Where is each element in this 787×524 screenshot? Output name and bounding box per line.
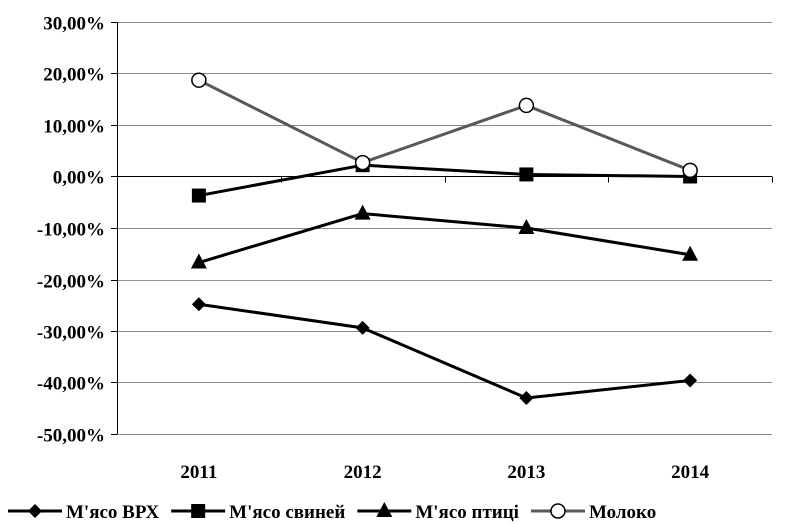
series-line [198, 78, 691, 172]
legend-marker [191, 504, 206, 518]
legend-label: М'ясо птиці [415, 502, 519, 523]
y-tick-label: -30,00% [37, 323, 105, 344]
x-tick-label: 2014 [671, 462, 710, 483]
y-tick-label: 20,00% [43, 65, 105, 86]
series-line [198, 163, 691, 198]
x-axis-tick-labels: 2011 2012 2013 2014 [180, 462, 709, 483]
series-group [190, 72, 699, 405]
data-point [682, 245, 699, 261]
data-point [354, 204, 371, 220]
data-point [191, 297, 206, 312]
data-point [518, 97, 535, 114]
legend-label: Молоко [589, 502, 656, 523]
series-4 [191, 72, 698, 179]
legend-item-4: Молоко [530, 502, 656, 523]
series-line [198, 212, 691, 264]
series-2 [191, 158, 698, 203]
gridlines [117, 22, 772, 435]
y-tick-label: -50,00% [37, 426, 105, 447]
data-point [683, 373, 698, 388]
x-tick-label: 2012 [344, 462, 382, 483]
x-tick-label: 2013 [507, 462, 545, 483]
legend-marker [550, 503, 566, 519]
data-point [682, 162, 698, 179]
data-point [519, 167, 534, 182]
y-tick-label: 30,00% [43, 14, 105, 35]
data-point [191, 188, 206, 203]
series-1 [191, 297, 698, 405]
y-tick-label: -10,00% [37, 220, 105, 241]
data-point [190, 253, 207, 269]
legend-label: М'ясо свиней [229, 502, 345, 523]
y-axis-tick-labels: 30,00% 20,00% 10,00% 0,00% -10,00% -20,00% -30… [37, 14, 105, 447]
y-tick-label: 0,00% [53, 168, 105, 189]
legend-label: М'ясо ВРХ [66, 502, 159, 523]
data-point [518, 219, 535, 234]
data-point [519, 390, 534, 405]
y-tick-label: -40,00% [37, 374, 105, 395]
data-point [191, 72, 207, 88]
legend: М'ясо ВРХ М'ясо свиней М'ясо птиці Молоко [8, 502, 656, 523]
legend-marker [28, 504, 42, 518]
data-point [355, 320, 370, 335]
series-3 [190, 204, 699, 269]
legend-item-3: М'ясо птиці [357, 502, 519, 523]
series-line [198, 302, 691, 400]
y-tick-label: -20,00% [37, 272, 105, 293]
legend-item-2: М'ясо свиней [171, 502, 345, 523]
y-tick-label: 10,00% [43, 117, 105, 138]
legend-item-1: М'ясо ВРХ [8, 502, 159, 523]
data-point [354, 154, 371, 171]
x-tick-label: 2011 [180, 462, 217, 483]
legend-marker [376, 502, 393, 517]
